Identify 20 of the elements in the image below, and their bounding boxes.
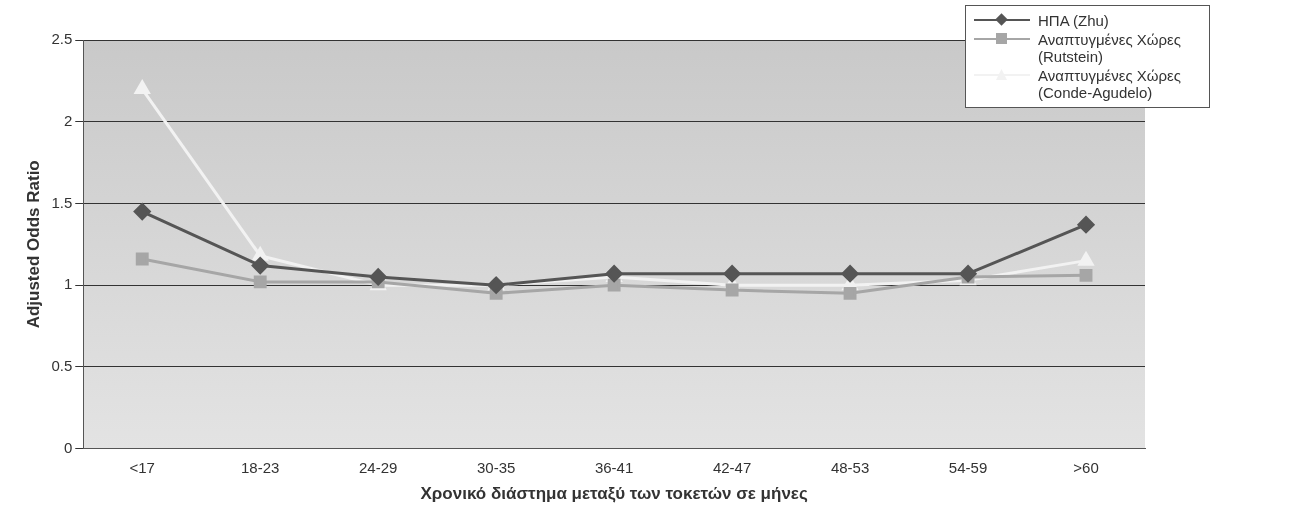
x-tick-label: 36-41 [594,458,634,476]
x-tick-label: 48-53 [830,458,870,476]
legend-label: ΗΠΑ (Zhu) [1038,12,1109,29]
x-axis-title: Χρονικό διάστημα μεταξύ των τοκετών σε μήνες [420,484,808,504]
x-tick-label: <17 [129,458,155,476]
x-tick-label: >60 [1073,458,1099,476]
legend-label: Αναπτυγμένες Χώρες (Conde-Agudelo) [1038,67,1182,101]
y-tick-label: 1.5 [51,193,73,211]
x-tick-label: 24-29 [358,458,398,476]
y-tick-label: 1 [63,275,73,293]
y-tick-label: 2.5 [51,30,73,48]
x-tick-label: 18-23 [241,458,280,476]
y-tick-label: 0 [63,438,73,456]
legend-label: Αναπτυγμένες Χώρες (Rutstein) [1038,31,1182,65]
y-tick-label: 2 [63,111,73,129]
y-tick-label: 0.5 [51,357,73,375]
x-tick-label: 54-59 [948,458,988,476]
x-tick-label: 30-35 [476,458,516,476]
x-tick-label: 42-47 [712,458,752,476]
y-axis-title: Adjusted Odds Ratio [23,160,43,329]
